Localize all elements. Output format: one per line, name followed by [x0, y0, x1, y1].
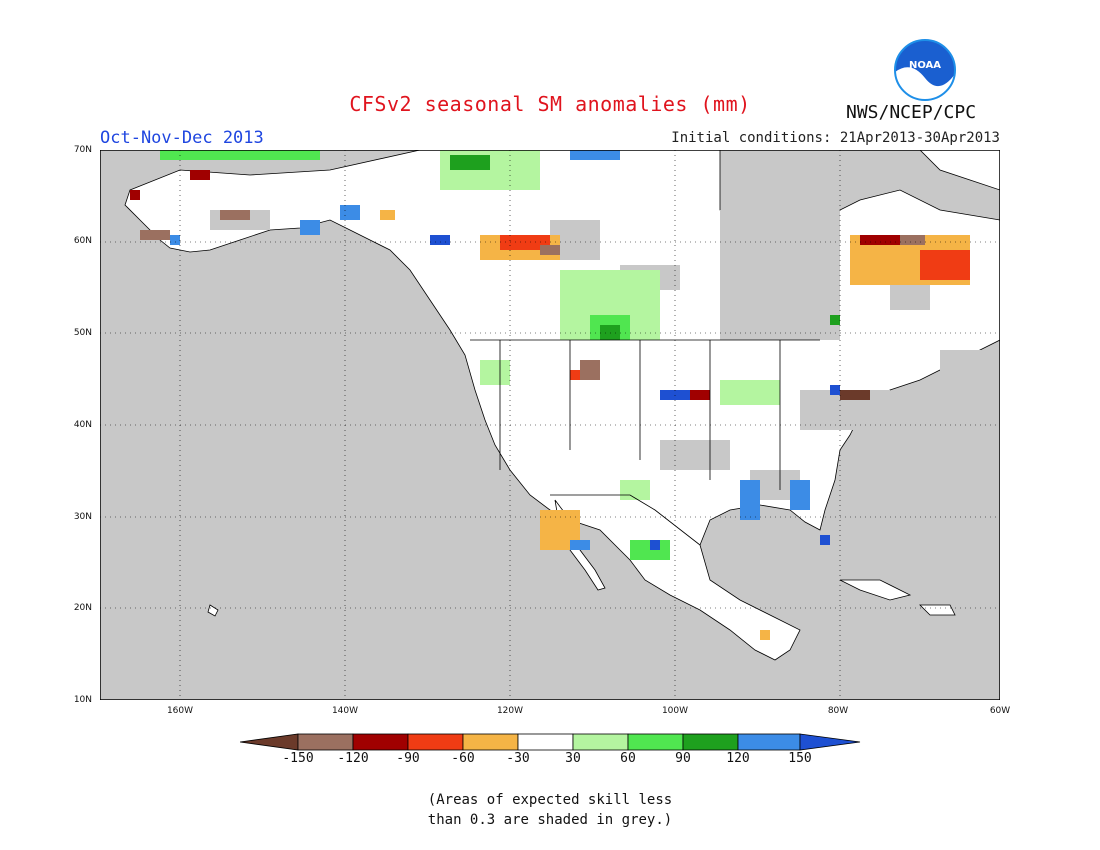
lon-label-160w: 160W — [166, 706, 194, 716]
political-borders — [470, 339, 820, 546]
lat-label-40n: 40N — [73, 420, 92, 430]
colorbar-low-arrow — [240, 733, 299, 751]
noaa-logo-text: NOAA — [909, 60, 941, 71]
soil-moisture-map — [100, 150, 1000, 700]
colorbar-high-arrow — [799, 733, 861, 751]
lon-label-80w: 80W — [827, 706, 849, 716]
footnote-line-2: than 0.3 are shaded in grey.) — [427, 812, 673, 828]
graticule — [100, 150, 1000, 700]
lat-label-60n: 60N — [73, 236, 92, 246]
colorbar-label: -120 — [337, 751, 369, 766]
colorbar — [240, 733, 861, 751]
season-label: Oct-Nov-Dec 2013 — [100, 128, 264, 148]
initial-conditions-label: Initial conditions: 21Apr2013-30Apr2013 — [671, 130, 1000, 146]
lon-label-60w: 60W — [989, 706, 1011, 716]
colorbar-label: -150 — [282, 751, 314, 766]
colorbar-label: 60 — [620, 751, 636, 766]
noaa-logo: NOAA — [894, 39, 956, 102]
colorbar-label: -90 — [396, 751, 420, 766]
lon-label-100w: 100W — [661, 706, 689, 716]
lat-label-70n: 70N — [73, 145, 92, 155]
lat-label-10n: 10N — [73, 695, 92, 705]
colorbar-label: -60 — [451, 751, 475, 766]
lat-label-20n: 20N — [73, 603, 92, 613]
lon-label-120w: 120W — [496, 706, 524, 716]
lat-label-50n: 50N — [73, 328, 92, 338]
map-title: CFSv2 seasonal SM anomalies (mm) — [349, 92, 751, 116]
colorbar-label: 30 — [565, 751, 581, 766]
lon-label-140w: 140W — [331, 706, 359, 716]
agency-label: NWS/NCEP/CPC — [846, 102, 977, 123]
colorbar-label: 150 — [788, 751, 812, 766]
colorbar-label: -30 — [506, 751, 530, 766]
colorbar-label: 90 — [675, 751, 691, 766]
lat-label-30n: 30N — [73, 512, 92, 522]
colorbar-label: 120 — [726, 751, 750, 766]
anomaly-cells — [130, 150, 970, 640]
footnote-line-1: (Areas of expected skill less — [427, 792, 673, 808]
